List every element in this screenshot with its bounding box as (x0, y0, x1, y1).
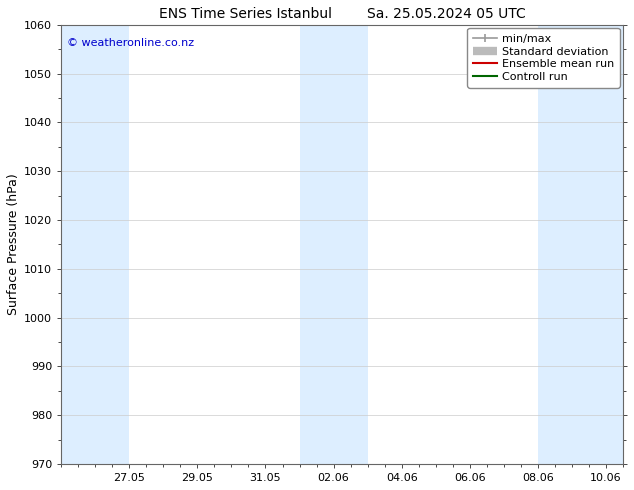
Y-axis label: Surface Pressure (hPa): Surface Pressure (hPa) (7, 173, 20, 316)
Text: © weatheronline.co.nz: © weatheronline.co.nz (67, 38, 194, 48)
Title: ENS Time Series Istanbul        Sa. 25.05.2024 05 UTC: ENS Time Series Istanbul Sa. 25.05.2024 … (158, 7, 526, 21)
Bar (61, 25, 129, 464)
Bar (538, 25, 623, 464)
Bar (299, 25, 368, 464)
Legend: min/max, Standard deviation, Ensemble mean run, Controll run: min/max, Standard deviation, Ensemble me… (467, 28, 619, 88)
